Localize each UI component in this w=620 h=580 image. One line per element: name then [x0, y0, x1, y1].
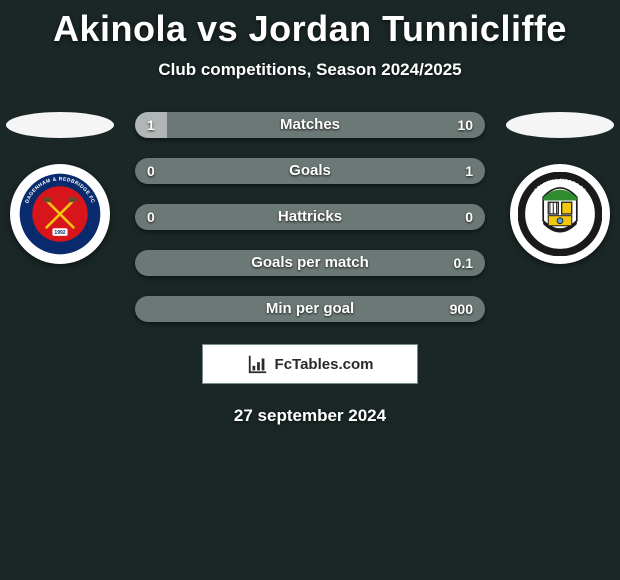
- stat-bar-label: Min per goal: [135, 296, 485, 322]
- attribution-text: FcTables.com: [275, 356, 374, 373]
- stat-bar: Min per goal900: [135, 296, 485, 322]
- stat-bar: Hattricks0 0: [135, 204, 485, 230]
- bar-chart-icon: [247, 353, 269, 375]
- stat-value-right: 0: [465, 204, 473, 230]
- club-crest-right: SOLIHULL MOORS FC: [510, 164, 610, 264]
- stat-value-right: 10: [457, 112, 473, 138]
- stat-bar-label: Hattricks: [135, 204, 485, 230]
- stat-bar: Goals per match0.1: [135, 250, 485, 276]
- stat-bars: Matches110Goals01Hattricks00Goals per ma…: [135, 112, 485, 322]
- date-label: 27 september 2024: [0, 406, 620, 426]
- stat-bar-label: Goals: [135, 158, 485, 184]
- stat-value-right: 0.1: [454, 250, 473, 276]
- stat-bar-label: Matches: [135, 112, 485, 138]
- attribution-box: FcTables.com: [202, 344, 418, 384]
- svg-text:1992: 1992: [54, 230, 65, 236]
- stat-bar: Matches1 10: [135, 112, 485, 138]
- dagenham-redbridge-badge-icon: DAGENHAM & REDBRIDGE FC 1992: [18, 172, 102, 256]
- stat-bar-label: Goals per match: [135, 250, 485, 276]
- stat-value-right: 900: [450, 296, 473, 322]
- stat-value-right: 1: [465, 158, 473, 184]
- content-area: DAGENHAM & REDBRIDGE FC 1992 SOLIHULL MO…: [0, 112, 620, 426]
- player-right-oval: [506, 112, 614, 138]
- subtitle: Club competitions, Season 2024/2025: [0, 60, 620, 80]
- stat-value-left: 0: [147, 204, 155, 230]
- comparison-card: Akinola vs Jordan Tunnicliffe Club compe…: [0, 0, 620, 580]
- page-title: Akinola vs Jordan Tunnicliffe: [0, 0, 620, 50]
- club-crest-left: DAGENHAM & REDBRIDGE FC 1992: [10, 164, 110, 264]
- stat-value-left: 1: [147, 112, 155, 138]
- stat-bar: Goals0 1: [135, 158, 485, 184]
- player-left-oval: [6, 112, 114, 138]
- solihull-moors-badge-icon: SOLIHULL MOORS FC: [518, 172, 602, 256]
- stat-value-left: 0: [147, 158, 155, 184]
